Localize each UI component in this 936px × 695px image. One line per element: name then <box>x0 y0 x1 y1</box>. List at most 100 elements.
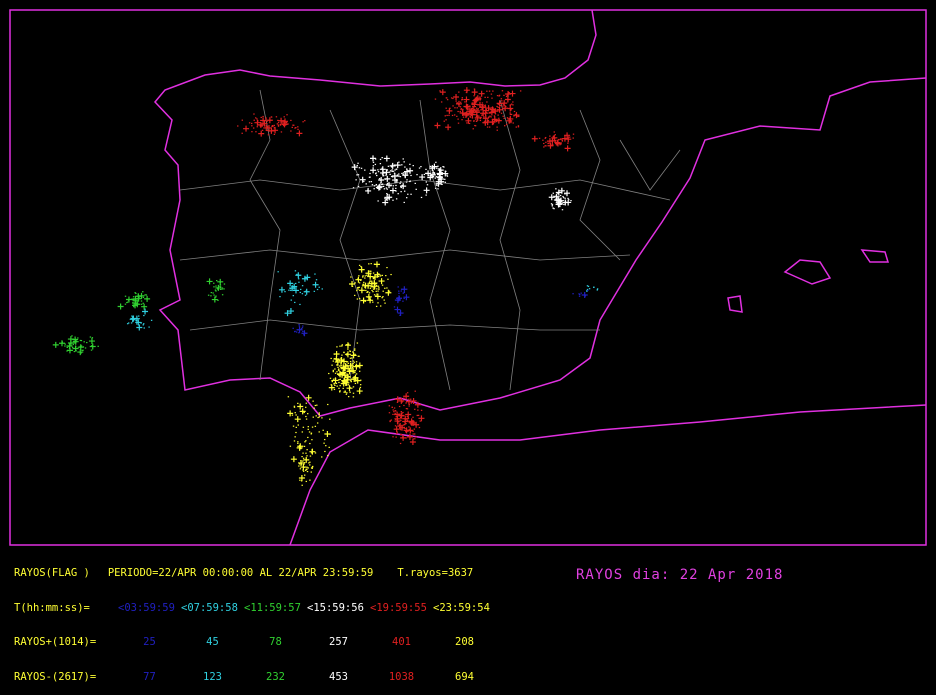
lightning-strike <box>287 308 294 315</box>
lightning-strike <box>359 176 366 183</box>
lightning-strike <box>405 411 412 418</box>
lightning-strike <box>305 394 312 401</box>
lightning-strike <box>367 273 374 280</box>
lightning-strike <box>350 367 357 374</box>
lightning-strike <box>400 183 407 190</box>
lightning-strike <box>383 155 390 162</box>
lightning-strike <box>358 266 365 273</box>
lightning-strike <box>394 306 401 313</box>
lightning-strike <box>394 396 401 403</box>
lightning-strike <box>367 297 374 304</box>
pos-cell: 208 <box>455 636 474 648</box>
lightning-strike <box>437 173 444 180</box>
lightning-strike <box>344 342 351 349</box>
lightning-strike <box>303 288 310 295</box>
lightning-strike <box>328 384 335 391</box>
lightning-strike <box>463 96 470 103</box>
lightning-strike <box>346 385 353 392</box>
period-label: PERIODO=22/APR 00:00:00 AL 22/APR 23:59:… <box>107 567 374 579</box>
positive-label: RAYOS+(1014)= <box>14 636 97 648</box>
lightning-strike <box>378 176 385 183</box>
lightning-strike <box>549 137 556 144</box>
legend: RAYOS(FLAG ) PERIODO=22/APR 00:00:00 AL 2… <box>14 545 496 695</box>
neg-cell: 123 <box>203 670 222 683</box>
lightning-strike <box>462 112 469 119</box>
lightning-strike <box>297 403 304 410</box>
lightning-strike <box>565 136 572 143</box>
lightning-strike <box>471 89 478 96</box>
lightning-strike <box>400 434 407 441</box>
lightning-strike <box>482 119 489 126</box>
map-frame <box>9 9 927 546</box>
lightning-strike <box>370 155 377 162</box>
lightning-strike <box>281 118 288 125</box>
lightning-strike <box>547 142 554 149</box>
lightning-strike <box>386 182 393 189</box>
lightning-strike <box>394 162 401 169</box>
lightning-strike <box>472 97 479 104</box>
lightning-strike <box>464 103 471 110</box>
lightning-strike <box>398 397 405 404</box>
lightning-strike <box>142 308 149 315</box>
lightning-strike <box>403 294 410 301</box>
neg-cell: 77 <box>143 670 156 683</box>
pos-cell: 401 <box>392 636 411 648</box>
lightning-strike <box>278 286 285 293</box>
times-cell: <03:59:59 <box>118 601 175 614</box>
lightning-strike <box>408 419 415 426</box>
lightning-strike <box>350 352 357 359</box>
lightning-strike <box>507 105 514 112</box>
lightning-strike <box>58 340 65 347</box>
lightning-strike <box>365 270 372 277</box>
lightning-strike <box>211 296 218 303</box>
lightning-strike <box>405 398 412 405</box>
lightning-strike <box>413 421 420 428</box>
lightning-strike <box>410 397 417 404</box>
pos-cell: 78 <box>269 636 282 648</box>
lightning-strike <box>389 162 396 169</box>
lightning-strike <box>474 114 481 121</box>
coastline <box>153 9 927 546</box>
lightning-strike <box>407 167 414 174</box>
lightning-strike <box>257 121 264 128</box>
lightning-strike <box>370 167 377 174</box>
lightning-strike <box>564 190 571 197</box>
lightning-strike <box>393 426 400 433</box>
lightning-strike <box>365 187 372 194</box>
lightning-strike <box>378 278 385 285</box>
lightning-strike <box>312 281 319 288</box>
lightning-strike <box>404 168 411 175</box>
lightning-strike <box>401 286 408 293</box>
pos-cell: 25 <box>143 636 156 648</box>
lightning-strike <box>141 303 148 310</box>
lightning-strike <box>495 117 502 124</box>
lightning-strike <box>349 281 356 288</box>
lightning-strike <box>471 101 478 108</box>
lightning-strike <box>419 174 426 181</box>
lightning-strike <box>261 120 268 127</box>
lightning-strike <box>296 326 303 333</box>
lightning-strike <box>299 408 306 415</box>
lightning-strike <box>290 456 297 463</box>
neg-cell: 232 <box>266 670 285 683</box>
lightning-strike <box>144 295 151 302</box>
lightning-strike <box>365 293 372 300</box>
lightning-strike <box>501 100 508 107</box>
lightning-strike <box>442 170 449 177</box>
lightning-strike <box>345 365 352 372</box>
lightning-strike <box>375 184 382 191</box>
lightning-strike <box>373 261 380 268</box>
lightning-strike <box>125 296 132 303</box>
lightning-strike <box>217 278 224 285</box>
lightning-strikes <box>52 87 599 486</box>
lightning-strike <box>423 187 430 194</box>
lightning-strike <box>418 415 425 422</box>
lightning-strike <box>402 415 409 422</box>
lightning-strike <box>88 338 95 345</box>
pos-cell: 45 <box>206 636 219 648</box>
lightning-strike <box>414 401 421 408</box>
lightning-strike <box>371 280 378 287</box>
lightning-strike <box>453 94 460 101</box>
neg-cell: 1038 <box>388 670 415 683</box>
lightning-strike <box>291 283 298 290</box>
